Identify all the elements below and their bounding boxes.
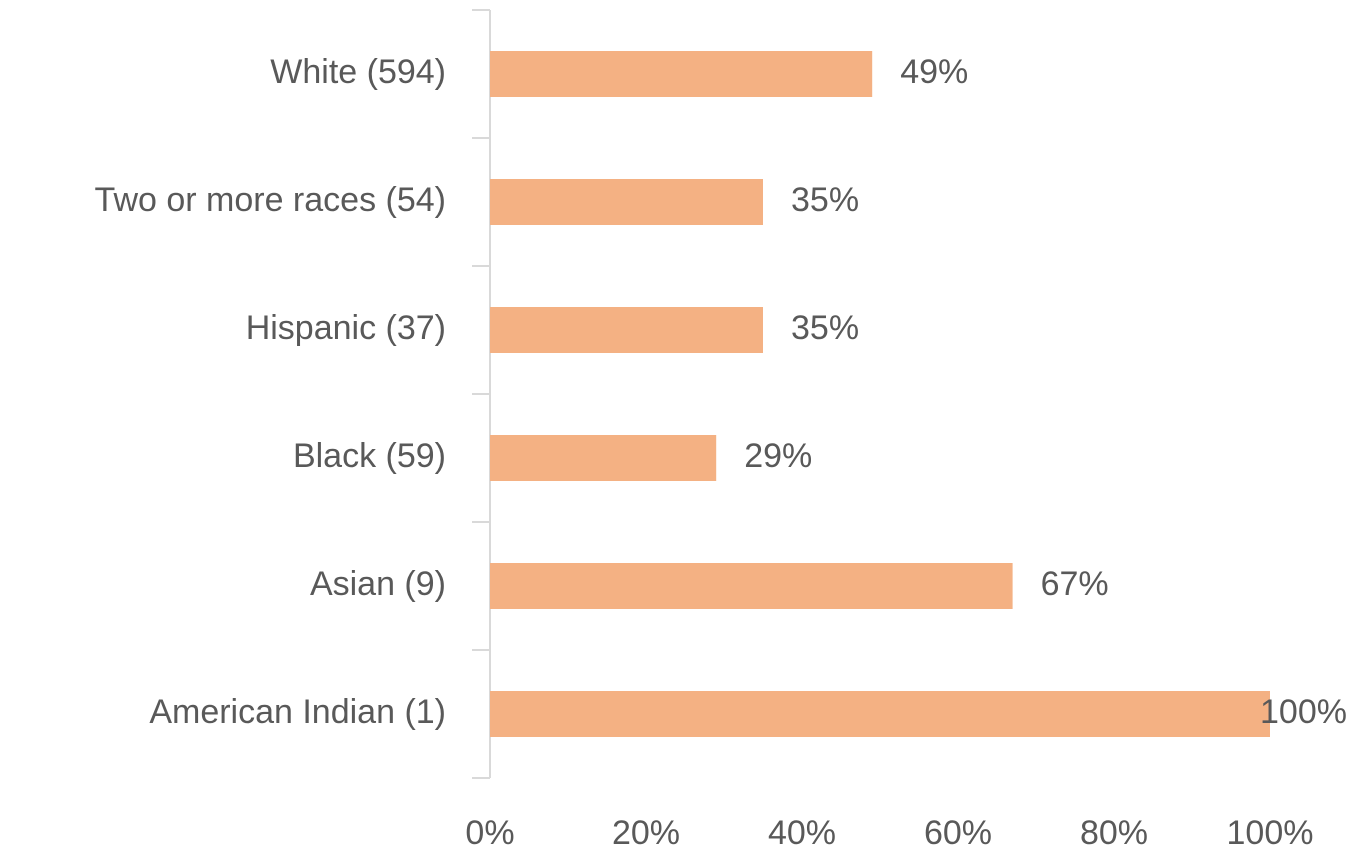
bar <box>490 307 763 353</box>
bar <box>490 435 717 481</box>
x-tick-label: 40% <box>768 814 836 852</box>
y-tick-label: American Indian (1) <box>149 693 446 731</box>
bar <box>490 51 873 97</box>
y-tick-label: Black (59) <box>293 437 446 475</box>
x-tick-label: 0% <box>465 814 514 852</box>
data-label: 49% <box>900 53 968 91</box>
y-tick-label: White (594) <box>270 53 446 91</box>
y-tick-label: Asian (9) <box>310 565 446 603</box>
data-label: 67% <box>1041 565 1109 603</box>
bar <box>490 179 763 225</box>
data-label: 29% <box>744 437 812 475</box>
x-tick-label: 80% <box>1080 814 1148 852</box>
y-tick-label: Two or more races (54) <box>95 181 446 219</box>
x-tick-label: 60% <box>924 814 992 852</box>
data-label: 100% <box>1260 693 1347 731</box>
data-label: 35% <box>791 181 859 219</box>
bar <box>490 691 1270 737</box>
data-label: 35% <box>791 309 859 347</box>
bar <box>490 563 1013 609</box>
x-tick-label: 20% <box>612 814 680 852</box>
x-tick-label: 100% <box>1227 814 1314 852</box>
y-tick-label: Hispanic (37) <box>246 309 446 347</box>
